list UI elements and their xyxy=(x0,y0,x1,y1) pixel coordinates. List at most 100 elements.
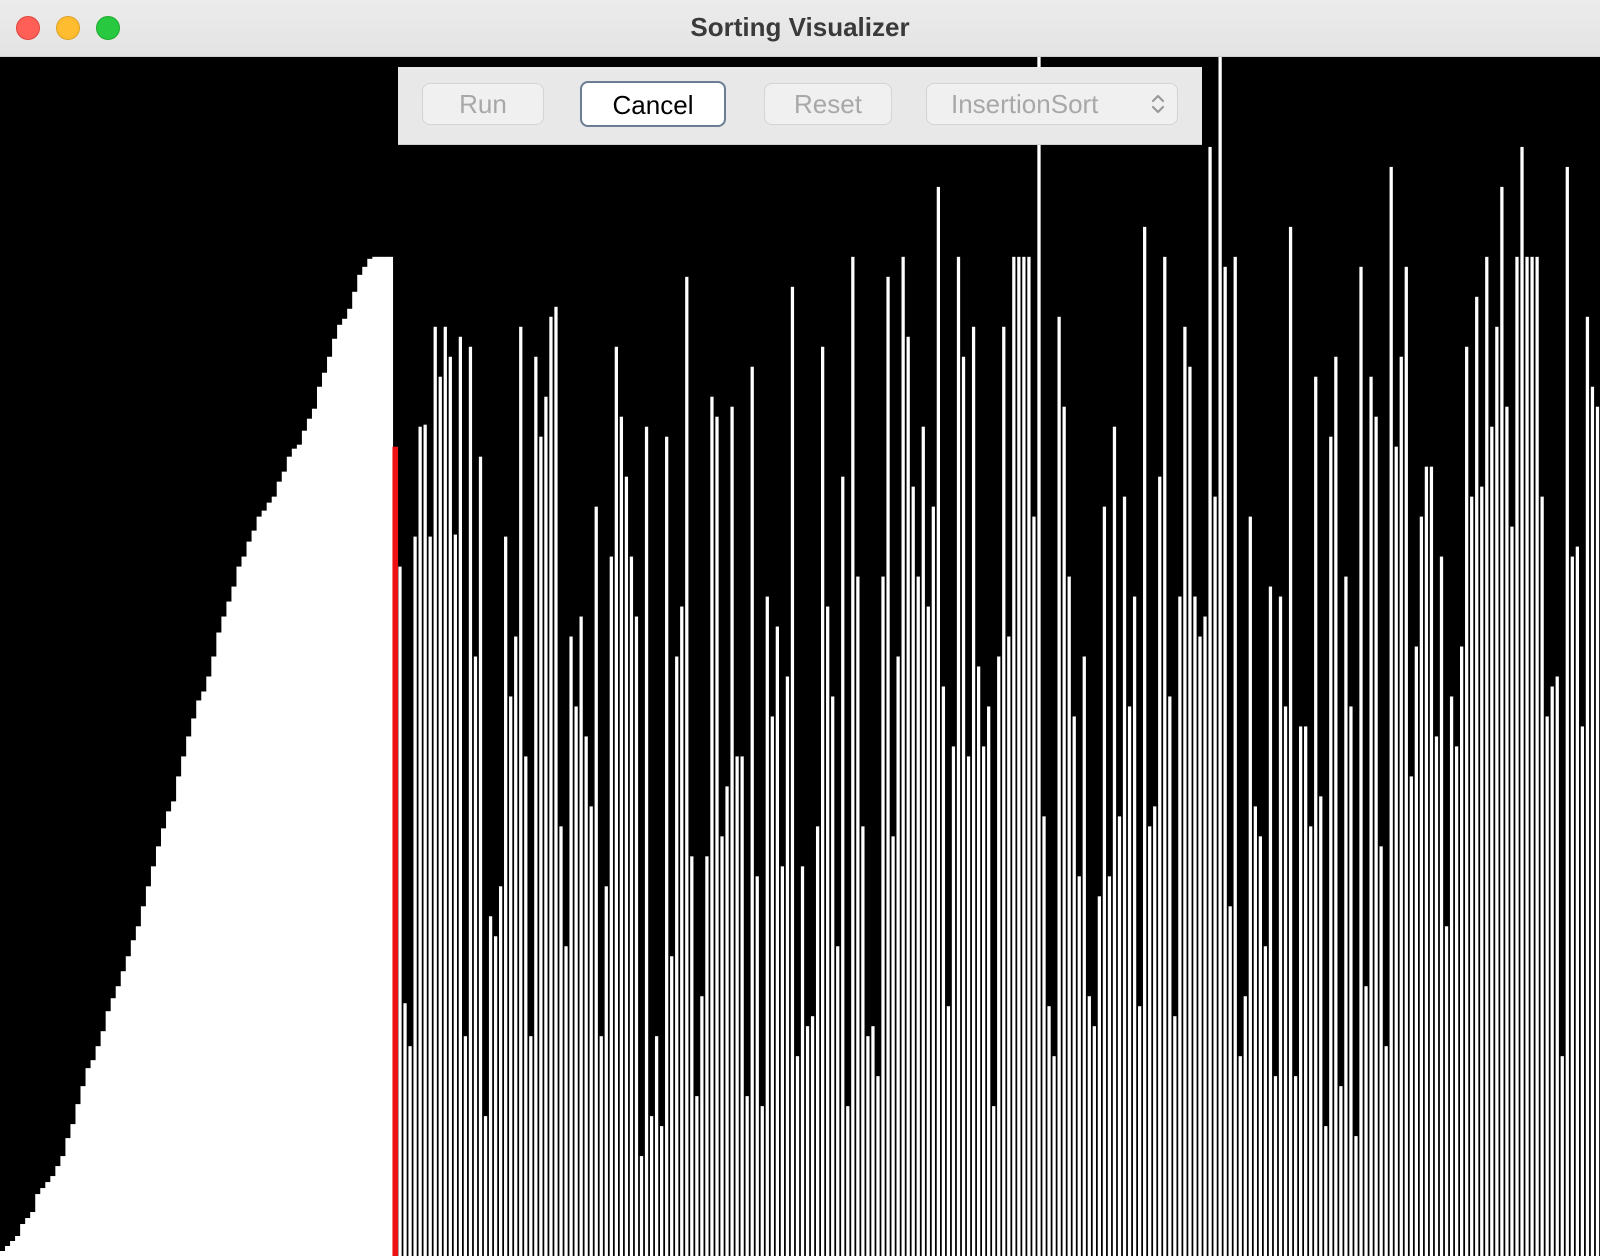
algorithm-select[interactable]: InsertionSort xyxy=(926,83,1178,125)
array-bar xyxy=(856,576,860,1256)
array-bar xyxy=(1329,436,1333,1256)
array-bar xyxy=(559,826,563,1256)
array-bar xyxy=(795,1056,800,1256)
array-bar xyxy=(519,326,523,1256)
array-bar xyxy=(1595,406,1600,1256)
array-bar xyxy=(311,408,318,1256)
array-bar xyxy=(1475,296,1479,1256)
array-bar xyxy=(1017,256,1021,1256)
array-bar xyxy=(161,828,167,1256)
close-window-button[interactable] xyxy=(16,16,40,40)
array-bar xyxy=(634,616,639,1256)
array-bar xyxy=(1208,146,1212,1256)
array-bar xyxy=(95,1046,102,1256)
minimize-window-button[interactable] xyxy=(56,16,80,40)
array-bar xyxy=(150,866,157,1256)
array-bar xyxy=(1092,1026,1096,1256)
array-bar xyxy=(1258,836,1263,1256)
array-bar xyxy=(629,556,634,1256)
array-bar xyxy=(1243,996,1247,1256)
run-button[interactable]: Run xyxy=(422,83,544,125)
array-bar xyxy=(1525,256,1529,1256)
array-bar xyxy=(1319,796,1323,1256)
array-bar xyxy=(473,656,478,1256)
array-bar xyxy=(418,426,422,1256)
array-bar xyxy=(423,424,427,1256)
array-bar xyxy=(1369,376,1373,1256)
array-bar xyxy=(60,1156,67,1256)
array-bar xyxy=(1434,736,1439,1256)
array-bar xyxy=(352,291,358,1256)
array-bar xyxy=(1273,1076,1278,1256)
array-bar xyxy=(1233,256,1237,1256)
array-bar xyxy=(342,318,348,1256)
array-bar xyxy=(413,536,417,1256)
array-bar xyxy=(196,700,202,1256)
array-bar xyxy=(670,956,674,1256)
array-bar xyxy=(1072,716,1076,1256)
array-bar xyxy=(40,1188,46,1256)
array-bar xyxy=(246,541,253,1256)
array-bar xyxy=(665,436,669,1256)
array-bar xyxy=(428,536,432,1256)
array-bar xyxy=(841,476,845,1256)
array-bar xyxy=(1470,496,1474,1256)
array-bar xyxy=(105,1011,112,1256)
array-bar xyxy=(100,1031,107,1256)
array-bar xyxy=(815,826,820,1256)
array-bar xyxy=(1253,806,1257,1256)
array-bar xyxy=(20,1224,26,1256)
array-bar xyxy=(569,636,573,1256)
array-bar xyxy=(1087,996,1091,1256)
array-bar xyxy=(55,1166,61,1256)
array-bar xyxy=(805,1026,810,1256)
array-bar xyxy=(1555,676,1559,1256)
array-bar xyxy=(831,696,835,1256)
array-bar xyxy=(65,1138,72,1256)
array-bar xyxy=(1404,266,1408,1256)
array-bar xyxy=(1228,906,1232,1256)
zoom-window-button[interactable] xyxy=(96,16,120,40)
cancel-button[interactable]: Cancel xyxy=(580,81,726,127)
array-bar xyxy=(1575,546,1579,1256)
array-bar xyxy=(1384,1046,1388,1256)
array-bar xyxy=(1097,896,1102,1256)
array-bar xyxy=(433,326,437,1256)
array-bar xyxy=(296,444,303,1256)
array-bar xyxy=(785,676,790,1256)
array-bar xyxy=(931,506,935,1256)
array-bar xyxy=(619,416,624,1256)
array-bar xyxy=(403,1003,407,1256)
array-bar xyxy=(911,486,915,1256)
array-bar xyxy=(1107,876,1112,1256)
array-bar xyxy=(226,601,233,1256)
array-bar xyxy=(982,746,986,1256)
array-bar xyxy=(1339,1086,1343,1256)
array-bar xyxy=(624,476,629,1256)
array-bar xyxy=(1394,446,1398,1256)
reset-button[interactable]: Reset xyxy=(764,83,892,125)
array-bar xyxy=(735,756,739,1256)
array-bar xyxy=(921,426,925,1256)
array-bar xyxy=(382,256,389,1256)
array-bar xyxy=(1238,1056,1242,1256)
array-bar xyxy=(1163,256,1167,1256)
array-bar xyxy=(1324,1126,1328,1256)
array-bar xyxy=(589,806,593,1256)
array-bar xyxy=(836,946,840,1256)
array-bar xyxy=(256,516,263,1256)
array-bar xyxy=(544,396,548,1256)
array-bar xyxy=(584,736,588,1256)
array-bar xyxy=(1389,166,1393,1256)
array-bar xyxy=(443,326,447,1256)
array-bar xyxy=(715,416,719,1256)
array-bar xyxy=(1444,926,1449,1256)
array-bar xyxy=(241,556,248,1256)
array-bar xyxy=(1007,636,1011,1256)
array-bar xyxy=(695,1096,699,1256)
array-bar xyxy=(130,940,137,1256)
array-bar xyxy=(327,356,333,1256)
array-bar xyxy=(916,576,920,1256)
array-bar xyxy=(206,676,212,1256)
